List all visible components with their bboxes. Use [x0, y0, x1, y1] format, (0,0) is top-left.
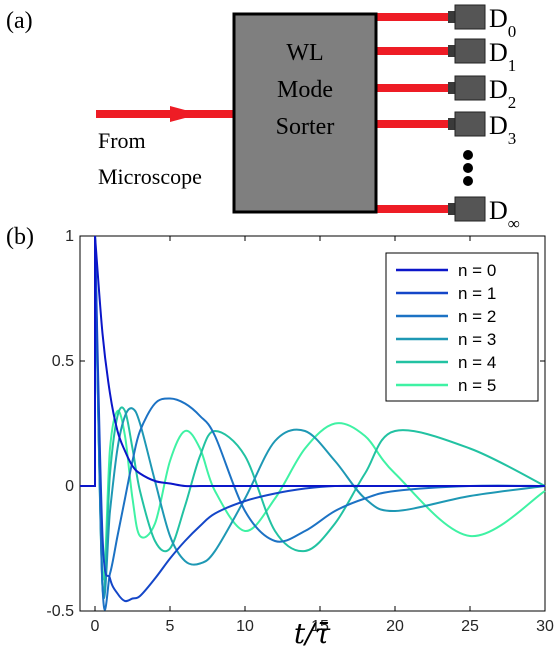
legend-label: n = 5 — [458, 376, 496, 395]
y-tick-label: 0.5 — [52, 353, 74, 370]
detector-body-icon — [454, 196, 486, 222]
legend-entry: n = 1 — [396, 284, 496, 303]
legend-entry: n = 0 — [396, 261, 496, 280]
x-axis-label: t/τ̄ — [294, 617, 331, 650]
detector-label: D2 — [489, 75, 516, 112]
curves — [80, 235, 546, 611]
detector-label-subscript: 0 — [508, 22, 517, 41]
detector-connector-icon — [448, 45, 456, 57]
detector-connector-icon — [448, 82, 456, 94]
detector-label-base: D — [489, 38, 508, 67]
series-line-n4 — [80, 235, 546, 595]
legend-label: n = 3 — [458, 330, 496, 349]
detector-label-subscript: ∞ — [508, 214, 520, 233]
detector-label-base: D — [489, 111, 508, 140]
sorter-label-line2: Mode — [277, 77, 333, 103]
series-line-n5 — [80, 235, 546, 581]
x-tick-label: 10 — [236, 618, 254, 635]
detector-body-icon — [454, 38, 486, 64]
detector-label: D∞ — [489, 196, 520, 233]
detector-label-base: D — [489, 196, 508, 225]
detector-1: D1 — [448, 38, 516, 75]
detector-label-subscript: 2 — [508, 93, 517, 112]
detector-connector-icon — [448, 11, 456, 23]
legend-box — [385, 252, 539, 402]
x-tick-label: 15 — [311, 618, 329, 635]
x-tick-label: 5 — [166, 618, 175, 635]
legend-label: n = 4 — [458, 353, 496, 372]
detector-body-icon — [454, 111, 486, 137]
axis-ticks: 0 5 10 15 20 25 30 -0.5 0 0.5 1 — [46, 228, 554, 635]
y-tick-label: 0 — [65, 478, 74, 495]
legend-entry: n = 5 — [396, 376, 496, 395]
detector-label-base: D — [489, 75, 508, 104]
input-label-line1: From — [98, 128, 146, 153]
plot-frame — [79, 235, 546, 612]
mode-sorter-box — [232, 12, 378, 214]
detector-2: D2 — [448, 75, 516, 112]
detector-body-icon — [454, 4, 486, 30]
input-beam — [96, 106, 234, 122]
y-tick-label: -0.5 — [46, 603, 74, 620]
detector-label: D1 — [489, 38, 516, 75]
detector-4: D∞ — [448, 196, 520, 233]
detector-connector-icon — [448, 203, 456, 215]
input-label-line2: Microscope — [98, 164, 202, 189]
panel-a-label: (a) — [6, 8, 33, 34]
series-line-n3 — [80, 235, 546, 599]
output-beams — [375, 13, 452, 213]
detector-label-base: D — [489, 4, 508, 33]
legend-label: n = 1 — [458, 284, 496, 303]
y-tick-label: 1 — [65, 228, 74, 245]
detector-label: D0 — [489, 4, 516, 41]
panel-b-label: (b) — [6, 224, 34, 250]
x-tick-label: 25 — [461, 618, 479, 635]
legend: n = 0 n = 1 n = 2 n = 3 n = 4 n = 5 — [385, 252, 539, 402]
legend-entry: n = 4 — [396, 353, 496, 372]
legend-entry: n = 3 — [396, 330, 496, 349]
detector-0: D0 — [448, 4, 516, 41]
detector-body-icon — [454, 75, 486, 101]
sorter-label-line3: Sorter — [276, 114, 335, 140]
x-tick-label: 20 — [386, 618, 404, 635]
legend-label: n = 2 — [458, 307, 496, 326]
series-line-n0 — [80, 235, 545, 488]
ellipsis-dots-icon — [463, 150, 473, 186]
detector-label-subscript: 3 — [508, 129, 517, 148]
sorter-label-line1: WL — [286, 40, 323, 66]
detector-label-subscript: 1 — [508, 56, 517, 75]
legend-entry: n = 2 — [396, 307, 496, 326]
x-tick-label: 0 — [91, 618, 100, 635]
legend-label: n = 0 — [458, 261, 496, 280]
detector-label: D3 — [489, 111, 516, 148]
detector-3: D3 — [448, 111, 516, 148]
detector-connector-icon — [448, 118, 456, 130]
x-tick-label: 30 — [536, 618, 554, 635]
